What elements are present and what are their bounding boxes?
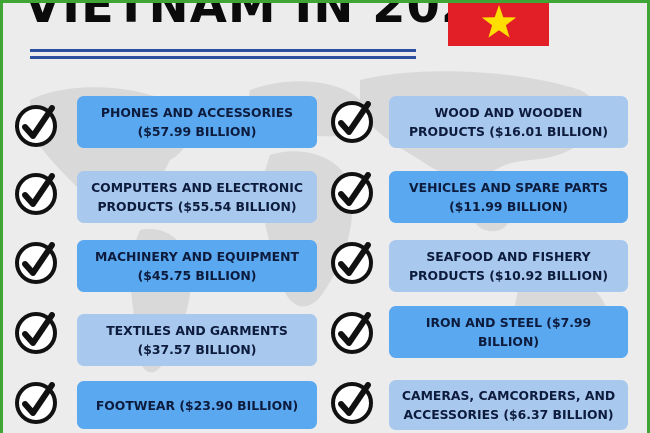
list-item: SEAFOOD AND FISHERY PRODUCTS ($10.92 BILL… [389,240,628,292]
list-item: CAMERAS, CAMCORDERS, AND ACCESSORIES ($6.… [389,380,628,430]
title-underline-2 [30,56,416,59]
item-line-1: FOOTWEAR ($23.90 BILLION) [95,397,299,413]
item-line-1: TEXTILES AND GARMENTS [106,323,288,338]
checkmark-icon [331,101,373,143]
checkmark-icon [331,172,373,214]
title-underline [30,49,416,52]
checkmark-icon [331,382,373,424]
item-line-1: MACHINERY AND EQUIPMENT [95,249,299,264]
checkmark-icon [15,382,57,424]
item-line-1: CAMERAS, CAMCORDERS, AND [401,388,616,403]
page-title: VIETNAM IN 2022 [24,0,510,34]
item-line-1: PHONES AND ACCESSORIES [100,105,294,120]
item-line-1: VEHICLES AND SPARE PARTS [409,180,608,195]
list-item: TEXTILES AND GARMENTS ($37.57 BILLION) [77,314,317,366]
list-item: PHONES AND ACCESSORIES ($57.99 BILLION) [77,96,317,148]
item-line-2: ACCESSORIES ($6.37 BILLION) [403,407,614,422]
item-line-2: PRODUCTS ($16.01 BILLION) [408,124,609,139]
item-line-1: SEAFOOD AND FISHERY [426,249,591,264]
list-item: MACHINERY AND EQUIPMENT ($45.75 BILLION) [77,240,317,292]
item-line-2: PRODUCTS ($10.92 BILLION) [408,268,609,283]
item-line-1: COMPUTERS AND ELECTRONIC [91,180,303,195]
list-item: WOOD AND WOODEN PRODUCTS ($16.01 BILLION) [389,96,628,148]
item-line-2: BILLION) [477,334,539,349]
item-line-1: IRON AND STEEL ($7.99 [425,315,592,330]
item-line-2: ($37.57 BILLION) [137,342,257,357]
item-line-2: ($11.99 BILLION) [449,199,568,214]
item-line-2: PRODUCTS ($55.54 BILLION) [97,199,297,214]
checkmark-icon [15,173,57,215]
list-item: IRON AND STEEL ($7.99 BILLION) [389,306,628,358]
checkmark-icon [331,242,373,284]
item-line-2: ($45.75 BILLION) [137,268,257,283]
vietnam-flag-icon [448,0,549,46]
checkmark-icon [331,312,373,354]
item-line-1: WOOD AND WOODEN [434,105,583,120]
checkmark-icon [15,242,57,284]
item-line-2: ($57.99 BILLION) [137,124,257,139]
checkmark-icon [15,105,57,147]
list-item: VEHICLES AND SPARE PARTS ($11.99 BILLION) [389,171,628,223]
list-item: FOOTWEAR ($23.90 BILLION) [77,381,317,429]
list-item: COMPUTERS AND ELECTRONIC PRODUCTS ($55.54… [77,171,317,223]
star-icon [481,5,517,38]
checkmark-icon [15,312,57,354]
